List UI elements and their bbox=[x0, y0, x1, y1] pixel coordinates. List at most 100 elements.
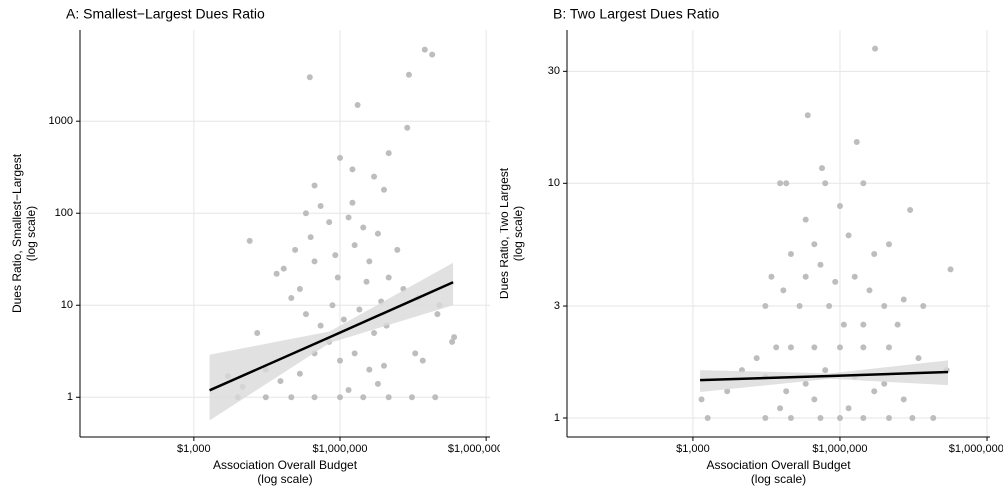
point bbox=[336, 357, 343, 364]
point bbox=[296, 370, 303, 377]
point bbox=[432, 394, 439, 401]
point bbox=[296, 286, 303, 293]
point bbox=[374, 230, 381, 237]
point bbox=[302, 210, 309, 217]
point bbox=[351, 350, 358, 357]
point bbox=[311, 258, 318, 265]
point bbox=[262, 394, 269, 401]
point bbox=[768, 273, 775, 280]
point bbox=[930, 415, 937, 422]
y-tick-label: 3 bbox=[554, 300, 560, 312]
point bbox=[366, 366, 373, 373]
point bbox=[363, 278, 370, 285]
point bbox=[907, 206, 914, 213]
point bbox=[900, 396, 907, 403]
panel-title: B: Two Largest Dues Ratio bbox=[553, 6, 719, 22]
point bbox=[311, 182, 318, 189]
panel-a: A: Smallest−Largest Dues Ratio 1 10 100 1000… bbox=[10, 6, 524, 486]
point bbox=[371, 173, 378, 180]
point bbox=[349, 166, 356, 173]
point bbox=[822, 367, 829, 374]
point bbox=[787, 250, 794, 257]
point bbox=[811, 396, 818, 403]
point bbox=[336, 154, 343, 161]
point bbox=[860, 180, 867, 187]
point bbox=[804, 112, 811, 119]
point bbox=[385, 394, 392, 401]
x-tick-label: $1,000,000,000 bbox=[448, 443, 524, 455]
x-axis-title: (log scale) bbox=[751, 472, 806, 486]
point bbox=[429, 51, 436, 58]
point bbox=[371, 329, 378, 336]
x-axis-title: (log scale) bbox=[257, 472, 312, 486]
point bbox=[762, 303, 769, 310]
panel-b: B: Two Largest Dues Ratio 1 3 10 30 $1,000 $1,… bbox=[497, 6, 1003, 486]
point bbox=[802, 273, 809, 280]
x-tick-label: $1,000,000,000 bbox=[949, 443, 1003, 455]
y-tick-label: 30 bbox=[548, 65, 560, 77]
point bbox=[280, 265, 287, 272]
point bbox=[881, 380, 888, 387]
point bbox=[288, 394, 295, 401]
point bbox=[246, 237, 253, 244]
point bbox=[374, 380, 381, 387]
point bbox=[336, 394, 343, 401]
point bbox=[360, 224, 367, 231]
point bbox=[817, 261, 824, 268]
point bbox=[419, 357, 426, 364]
x-axis-title: Association Overall Budget bbox=[213, 458, 358, 472]
y-axis-title: Dues Ratio, Smallest−Largest bbox=[10, 153, 24, 313]
point bbox=[360, 394, 367, 401]
point bbox=[811, 344, 818, 351]
point bbox=[836, 415, 843, 422]
point bbox=[345, 386, 352, 393]
y-tick-label: 1 bbox=[554, 412, 560, 424]
point bbox=[817, 415, 824, 422]
point bbox=[840, 321, 847, 328]
point bbox=[796, 303, 803, 310]
point bbox=[920, 303, 927, 310]
point bbox=[394, 246, 401, 253]
point bbox=[380, 362, 387, 369]
y-axis-title: (log scale) bbox=[511, 206, 525, 261]
point bbox=[306, 74, 313, 81]
point bbox=[277, 378, 284, 385]
point bbox=[292, 246, 299, 253]
point bbox=[836, 203, 843, 210]
y-tick-label: 1000 bbox=[49, 115, 73, 127]
point bbox=[434, 311, 441, 318]
point bbox=[780, 287, 787, 294]
point bbox=[385, 150, 392, 157]
point bbox=[762, 415, 769, 422]
x-tick-label: $1,000 bbox=[676, 443, 710, 455]
y-tick-label: 100 bbox=[55, 207, 73, 219]
point bbox=[404, 124, 411, 131]
point bbox=[311, 394, 318, 401]
point bbox=[819, 165, 826, 172]
point bbox=[302, 311, 309, 318]
point bbox=[351, 242, 358, 249]
point bbox=[845, 232, 852, 239]
point bbox=[881, 303, 888, 310]
point bbox=[909, 415, 916, 422]
point bbox=[860, 321, 867, 328]
confidence-band bbox=[209, 262, 454, 421]
point bbox=[894, 321, 901, 328]
point bbox=[885, 241, 892, 248]
point bbox=[777, 405, 784, 412]
point bbox=[326, 219, 333, 226]
point bbox=[288, 294, 295, 301]
point bbox=[356, 306, 363, 313]
x-axis-title: Association Overall Budget bbox=[706, 458, 851, 472]
y-tick-label: 10 bbox=[548, 177, 560, 189]
point bbox=[832, 278, 839, 285]
y-axis-title: Dues Ratio, Two Largest bbox=[497, 167, 511, 299]
point bbox=[334, 274, 341, 281]
point bbox=[915, 355, 922, 362]
point bbox=[836, 344, 843, 351]
point bbox=[724, 388, 731, 395]
point bbox=[380, 186, 387, 193]
fit-line bbox=[209, 281, 454, 392]
point bbox=[332, 252, 339, 259]
